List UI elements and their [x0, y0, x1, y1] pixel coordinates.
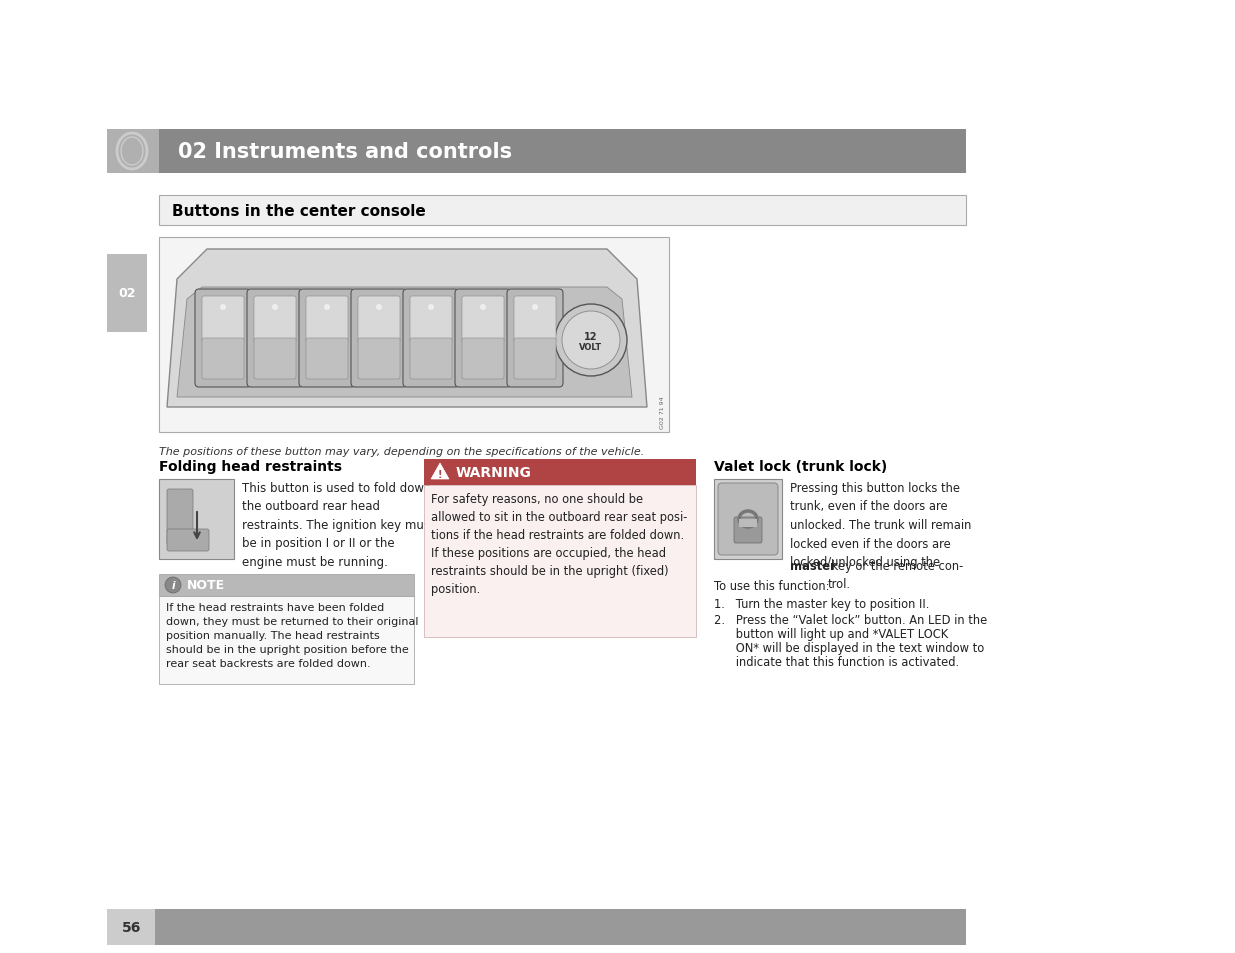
FancyBboxPatch shape [203, 338, 245, 379]
FancyBboxPatch shape [254, 296, 296, 344]
FancyBboxPatch shape [358, 338, 400, 379]
FancyBboxPatch shape [410, 338, 452, 379]
FancyBboxPatch shape [718, 483, 778, 556]
Text: 12: 12 [584, 332, 598, 341]
Bar [159, 195, 966, 226]
Text: WARNING: WARNING [456, 465, 532, 479]
Text: 2.   Press the “Valet lock” button. An LED in the: 2. Press the “Valet lock” button. An LED… [714, 614, 987, 626]
FancyBboxPatch shape [203, 296, 245, 344]
Text: button will light up and *VALET LOCK: button will light up and *VALET LOCK [714, 627, 948, 640]
FancyBboxPatch shape [358, 296, 400, 344]
FancyBboxPatch shape [306, 296, 348, 344]
Text: i: i [172, 580, 174, 590]
FancyBboxPatch shape [462, 338, 504, 379]
Text: Valet lock (trunk lock): Valet lock (trunk lock) [714, 459, 887, 474]
FancyBboxPatch shape [254, 338, 296, 379]
Bar [714, 479, 782, 559]
Bar [107, 909, 156, 945]
Polygon shape [167, 250, 647, 408]
Text: Pressing this button locks the
trunk, even if the doors are
unlocked. The trunk : Pressing this button locks the trunk, ev… [790, 481, 972, 568]
Text: indicate that this function is activated.: indicate that this function is activated… [714, 656, 960, 668]
Text: 1.   Turn the master key to position II.: 1. Turn the master key to position II. [714, 598, 930, 610]
FancyBboxPatch shape [351, 290, 408, 388]
Text: G02 71 94: G02 71 94 [659, 395, 664, 429]
FancyBboxPatch shape [403, 290, 459, 388]
Text: If the head restraints have been folded
down, they must be returned to their ori: If the head restraints have been folded … [165, 602, 419, 668]
Circle shape [165, 578, 182, 594]
Circle shape [375, 305, 382, 311]
Text: This button is used to fold down
the outboard rear head
restraints. The ignition: This button is used to fold down the out… [242, 481, 435, 568]
Bar [107, 130, 159, 173]
Circle shape [480, 305, 487, 311]
FancyBboxPatch shape [508, 290, 563, 388]
Bar [739, 519, 757, 527]
Circle shape [324, 305, 330, 311]
Circle shape [555, 305, 627, 376]
FancyBboxPatch shape [167, 490, 193, 545]
Bar [424, 459, 697, 485]
Circle shape [220, 305, 226, 311]
FancyBboxPatch shape [514, 296, 556, 344]
FancyBboxPatch shape [514, 338, 556, 379]
Bar [156, 909, 966, 945]
Text: 02: 02 [119, 287, 136, 300]
Polygon shape [431, 463, 450, 479]
Bar [424, 485, 697, 638]
Text: To use this function:: To use this function: [714, 579, 830, 593]
FancyBboxPatch shape [167, 530, 209, 552]
Text: !: ! [437, 470, 442, 479]
Bar [159, 237, 669, 433]
Text: 56: 56 [122, 920, 141, 934]
Text: ON* will be displayed in the text window to: ON* will be displayed in the text window… [714, 641, 984, 655]
FancyBboxPatch shape [410, 296, 452, 344]
Bar [159, 130, 966, 173]
Circle shape [562, 312, 620, 370]
Text: key or the remote con-
trol.: key or the remote con- trol. [827, 559, 963, 591]
Bar [159, 479, 233, 559]
Bar [159, 597, 414, 684]
Polygon shape [177, 288, 632, 397]
FancyBboxPatch shape [299, 290, 354, 388]
Text: Buttons in the center console: Buttons in the center console [172, 203, 426, 218]
FancyBboxPatch shape [247, 290, 303, 388]
Bar [107, 254, 147, 333]
Text: VOLT: VOLT [579, 343, 603, 352]
FancyBboxPatch shape [454, 290, 511, 388]
Text: The positions of these button may vary, depending on the specifications of the v: The positions of these button may vary, … [159, 447, 645, 456]
Circle shape [272, 305, 278, 311]
Text: NOTE: NOTE [186, 578, 225, 592]
FancyBboxPatch shape [734, 517, 762, 543]
Text: Folding head restraints: Folding head restraints [159, 459, 342, 474]
Text: 02 Instruments and controls: 02 Instruments and controls [178, 142, 513, 162]
Text: master: master [790, 559, 836, 573]
FancyBboxPatch shape [195, 290, 251, 388]
Text: For safety reasons, no one should be
allowed to sit in the outboard rear seat po: For safety reasons, no one should be all… [431, 493, 688, 596]
Circle shape [429, 305, 433, 311]
FancyBboxPatch shape [462, 296, 504, 344]
Circle shape [532, 305, 538, 311]
FancyBboxPatch shape [306, 338, 348, 379]
Bar [159, 575, 414, 597]
